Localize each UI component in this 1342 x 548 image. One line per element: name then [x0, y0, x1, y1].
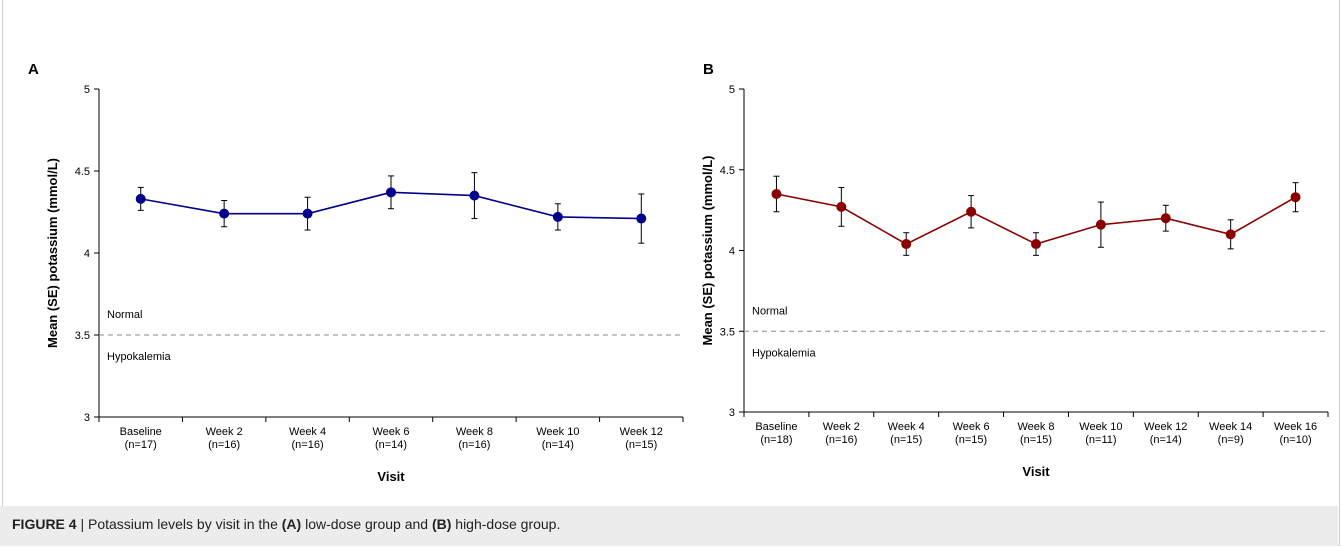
panel-a-letter: A [28, 61, 39, 78]
data-point [386, 187, 396, 198]
x-tick-label: Week 12 [620, 426, 663, 438]
x-tick-label: Week 2 [823, 421, 860, 433]
y-tick-label: 5 [84, 84, 90, 96]
y-tick-label: 4 [729, 246, 735, 258]
x-tick-label: Week 12 [1144, 421, 1187, 433]
x-tick-label: Week 10 [536, 426, 579, 438]
caption-text-3: high-dose group. [451, 516, 561, 532]
x-tick-n-label: (n=15) [1020, 434, 1052, 446]
x-tick-n-label: (n=16) [825, 434, 857, 446]
x-tick-label: Week 4 [289, 426, 326, 438]
y-tick-label: 4 [84, 248, 90, 260]
reference-above-label: Normal [107, 309, 142, 321]
x-tick-n-label: (n=16) [208, 439, 240, 451]
x-tick-n-label: (n=9) [1218, 434, 1244, 446]
caption-b: (B) [431, 516, 452, 532]
reference-below-label: Hypokalemia [752, 347, 816, 359]
y-axis-title: Mean (SE) potassium (mmol/L) [45, 158, 60, 348]
y-tick-label: 3 [84, 412, 90, 424]
x-tick-n-label: (n=15) [625, 439, 657, 451]
panel-b: B 3 3.5 4 4.5 5 Baseline(n=18) Week 2(n=16) Wee… [700, 61, 1329, 479]
data-point [469, 190, 480, 201]
data-point [1031, 239, 1041, 250]
x-tick-n-label: (n=17) [125, 439, 157, 451]
data-point [302, 208, 313, 219]
x-tick-label: Baseline [120, 426, 162, 438]
reference-above-label: Normal [752, 305, 787, 317]
data-point [1225, 229, 1236, 240]
y-tick-label: 3.5 [75, 330, 90, 342]
x-tick-label: Baseline [755, 421, 797, 433]
y-tick-label: 3 [729, 407, 735, 419]
y-tick-label: 4.5 [75, 166, 90, 178]
caption-a: (A) [281, 516, 302, 532]
caption-text-1: Potassium levels by visit in the [88, 516, 282, 532]
panel-b-letter: B [703, 61, 714, 78]
x-tick-n-label: (n=16) [458, 439, 490, 451]
y-axis-title: Mean (SE) potassium (mmol/L) [700, 156, 715, 346]
reference-below-label: Hypokalemia [107, 351, 171, 363]
data-point [552, 211, 563, 222]
x-tick-label: Week 2 [206, 426, 243, 438]
caption-label: FIGURE 4 [12, 516, 77, 532]
x-axis-title: Visit [1022, 464, 1050, 479]
x-tick-label: Week 8 [456, 426, 493, 438]
figure-caption: FIGURE 4 | Potassium levels by visit in … [12, 516, 560, 532]
y-tick-label: 5 [729, 84, 735, 96]
x-tick-n-label: (n=15) [955, 434, 987, 446]
x-tick-n-label: (n=18) [760, 434, 792, 446]
x-tick-n-label: (n=14) [542, 439, 574, 451]
caption-bar [0, 506, 1338, 546]
x-tick-label: Week 4 [888, 421, 925, 433]
x-tick-label: Week 6 [953, 421, 990, 433]
data-point [1160, 213, 1171, 224]
x-tick-n-label: (n=14) [1150, 434, 1182, 446]
data-point [1290, 192, 1301, 203]
caption-separator: | [76, 516, 88, 532]
data-point [836, 201, 847, 212]
x-axis-title: Visit [377, 469, 405, 484]
caption-text-2: low-dose group and [301, 516, 432, 532]
x-tick-n-label: (n=15) [890, 434, 922, 446]
x-tick-n-label: (n=11) [1085, 434, 1116, 446]
y-tick-label: 4.5 [720, 165, 735, 177]
x-tick-label: Week 16 [1274, 421, 1317, 433]
y-tick-label: 3.5 [720, 326, 735, 338]
data-point [135, 193, 146, 204]
x-tick-n-label: (n=14) [375, 439, 407, 451]
x-tick-label: Week 6 [372, 426, 409, 438]
data-point [219, 208, 230, 219]
data-point [966, 206, 977, 217]
data-point [636, 213, 647, 224]
data-point [1095, 219, 1106, 230]
x-tick-n-label: (n=16) [292, 439, 324, 451]
x-tick-label: Week 8 [1017, 421, 1054, 433]
x-tick-label: Week 14 [1209, 421, 1252, 433]
data-point [771, 188, 782, 199]
data-point [901, 239, 912, 250]
x-tick-label: Week 10 [1079, 421, 1122, 433]
x-tick-n-label: (n=10) [1280, 434, 1312, 446]
